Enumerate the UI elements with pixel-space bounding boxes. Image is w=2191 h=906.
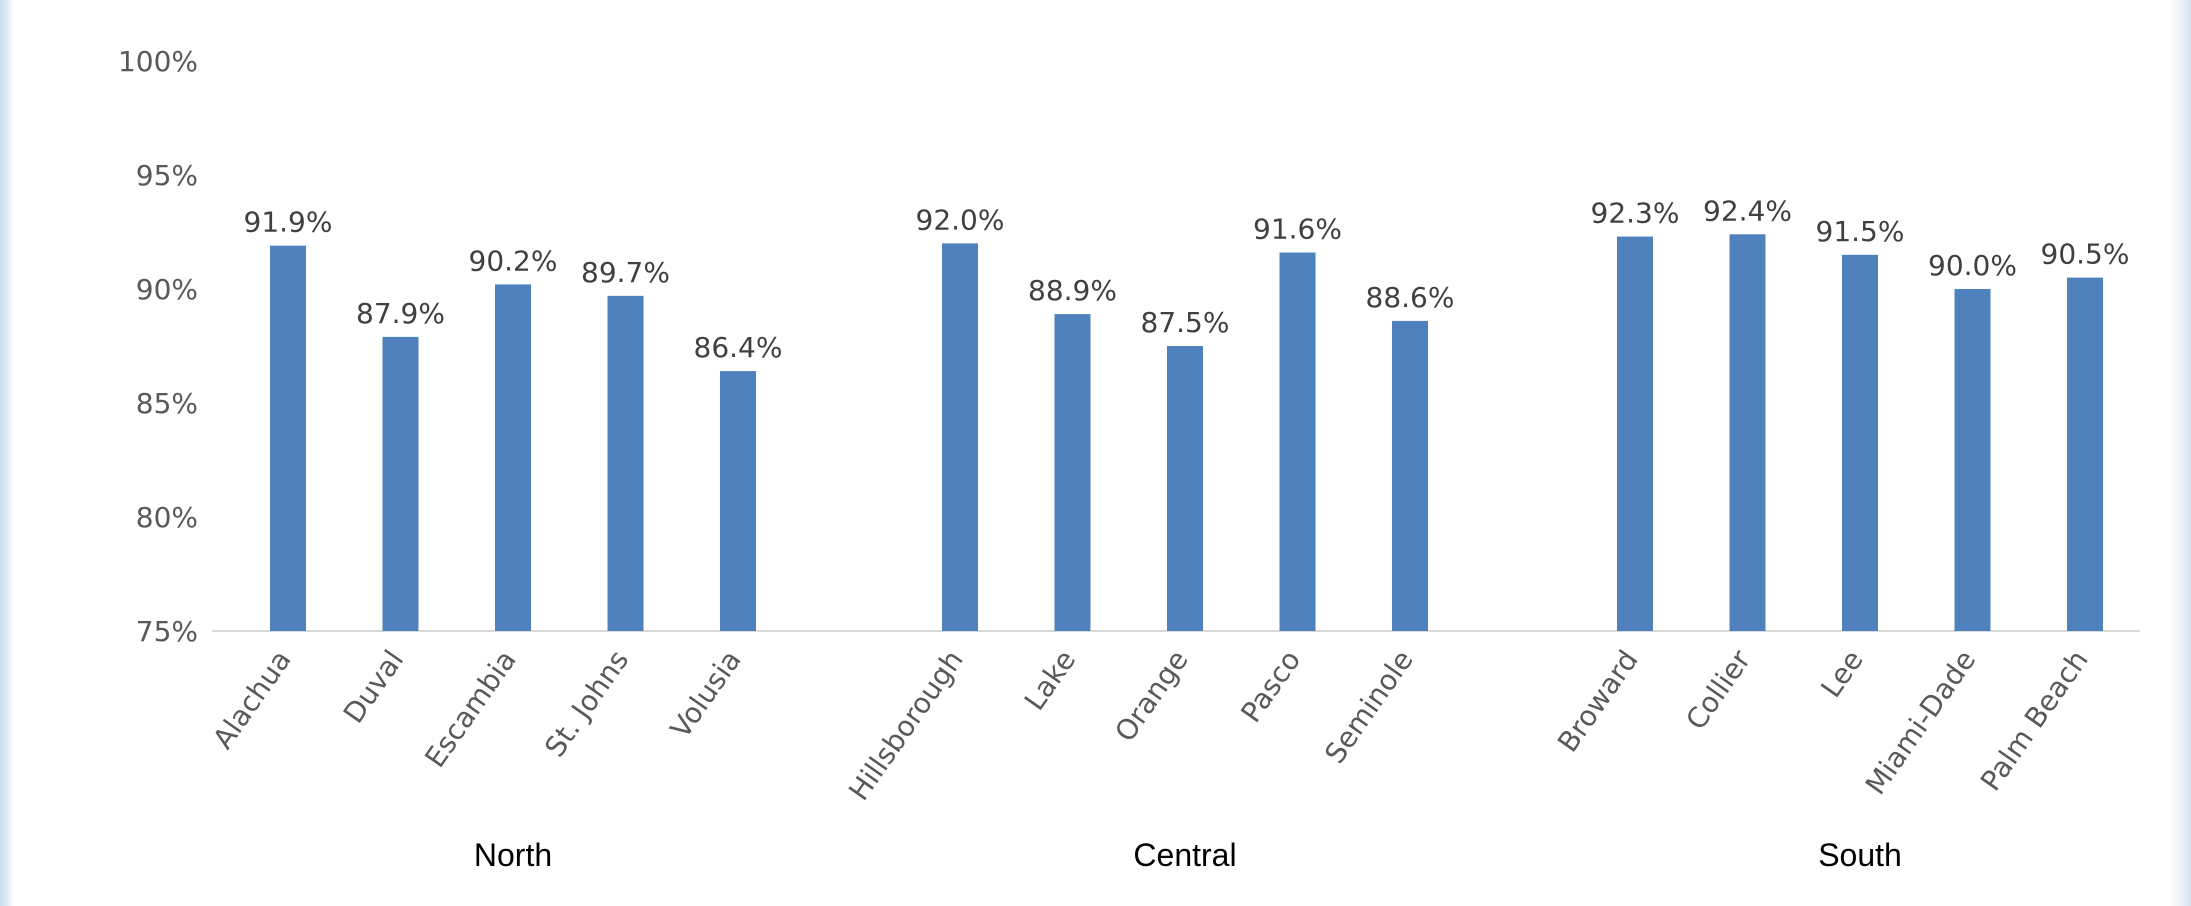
y-axis: 75% 80% 85% 90% 95% 100%: [118, 45, 198, 648]
category-label: Volusia: [664, 644, 748, 744]
data-label: 91.9%: [244, 206, 333, 239]
bar: [2067, 277, 2103, 631]
group-label: North: [474, 837, 552, 873]
data-label: 89.7%: [581, 256, 670, 289]
data-label: 90.5%: [2041, 238, 2130, 271]
data-label: 88.6%: [1366, 281, 1455, 314]
category-label: Palm Beach: [1974, 644, 2095, 797]
category-label: Lake: [1018, 644, 1082, 716]
category-label: Duval: [337, 644, 410, 729]
y-tick-label: 75%: [136, 615, 198, 648]
category-label: Seminole: [1318, 644, 1420, 769]
bar: [1617, 236, 1653, 631]
bars-layer: [270, 234, 2103, 632]
data-label: 86.4%: [694, 331, 783, 364]
bar: [1392, 320, 1428, 631]
bar: [1167, 346, 1203, 631]
category-label: Alachua: [206, 644, 297, 755]
bar: [1729, 234, 1766, 631]
bar: [1842, 254, 1878, 632]
category-labels-layer: Alachua Duval Escambia St. Johns Volusia Hill…: [206, 644, 2094, 807]
data-label: 90.0%: [1928, 249, 2017, 282]
data-label: 91.5%: [1816, 215, 1905, 248]
y-tick-label: 80%: [136, 501, 198, 534]
data-label: 88.9%: [1028, 274, 1117, 307]
bar: [1954, 289, 1991, 631]
bar: [382, 336, 419, 631]
y-tick-label: 95%: [136, 159, 198, 192]
category-label: St. Johns: [538, 644, 635, 763]
bar: [270, 245, 306, 631]
group-label: Central: [1133, 837, 1236, 873]
group-labels-layer: North Central South: [474, 837, 1902, 873]
category-label: Collier: [1679, 644, 1757, 736]
bar: [1279, 252, 1316, 631]
data-label: 87.5%: [1141, 306, 1230, 339]
bar: [1054, 314, 1091, 631]
data-label: 90.2%: [469, 244, 558, 277]
y-tick-label: 90%: [136, 273, 198, 306]
category-label: Hillsborough: [842, 644, 970, 806]
category-label: Orange: [1108, 644, 1194, 748]
category-label: Lee: [1814, 644, 1869, 704]
data-label: 91.6%: [1253, 213, 1342, 246]
data-label: 87.9%: [356, 297, 445, 330]
category-label: Miami-Dade: [1859, 644, 1982, 801]
bar: [607, 295, 644, 631]
bar: [495, 284, 531, 631]
group-label: South: [1818, 837, 1902, 873]
data-label: 92.0%: [916, 203, 1005, 236]
data-label: 92.4%: [1703, 194, 1792, 227]
bar: [942, 243, 978, 631]
bar: [720, 371, 756, 631]
data-labels-layer: 91.9% 87.9% 90.2% 89.7% 86.4% 92.0% 88.9% 87.5%…: [244, 194, 2130, 364]
category-label: Pasco: [1234, 644, 1307, 728]
y-tick-label: 100%: [118, 45, 198, 78]
y-tick-label: 85%: [136, 387, 198, 420]
data-label: 92.3%: [1591, 197, 1680, 230]
category-label: Broward: [1551, 644, 1645, 758]
category-label: Escambia: [418, 644, 522, 773]
